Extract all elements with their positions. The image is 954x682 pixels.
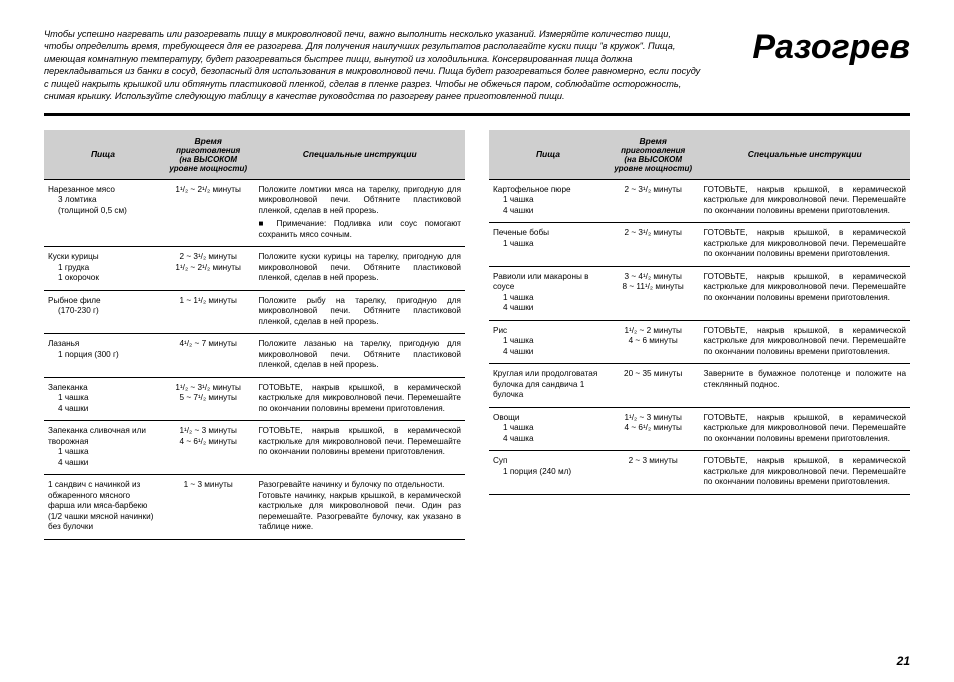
cell-instructions: ГОТОВЬТЕ, накрыв крышкой, в керамической… (699, 266, 910, 320)
th-food: Пища (489, 130, 607, 180)
table-row: Овощи1 чашка4 чашка1¹/₂ ~ 3 минуты4 ~ 6¹… (489, 407, 910, 451)
intro-text: Чтобы успешно нагревать или разогревать … (44, 28, 722, 103)
page-title: Разогрев (752, 30, 910, 64)
table-row: Запеканка1 чашка4 чашки1¹/₂ ~ 3¹/₂ минут… (44, 377, 465, 421)
table-row: Нарезанное мясо3 ломтика(толщиной 0,5 см… (44, 179, 465, 247)
table-row: Равиоли или макароны в соусе1 чашка4 чаш… (489, 266, 910, 320)
cell-food: Круглая или продолговатая булочка для са… (489, 364, 607, 408)
th-time: Время приготовления (на ВЫСОКОМ уровне м… (162, 130, 255, 180)
cell-food: Запеканка1 чашка4 чашки (44, 377, 162, 421)
cell-instructions: ГОТОВЬТЕ, накрыв крышкой, в керамической… (699, 407, 910, 451)
cell-instructions: ГОТОВЬТЕ, накрыв крышкой, в керамической… (699, 223, 910, 267)
cell-time: 2 ~ 3¹/₂ минуты (607, 223, 700, 267)
cell-time: 1¹/₂ ~ 3 минуты4 ~ 6¹/₂ минуты (607, 407, 700, 451)
table-row: 1 сандвич с начинкой из обжаренного мясн… (44, 475, 465, 540)
table-row: Куски курицы1 грудка1 окорочок2 ~ 3¹/₂ м… (44, 247, 465, 291)
cell-time: 1¹/₂ ~ 3¹/₂ минуты5 ~ 7¹/₂ минуты (162, 377, 255, 421)
page-number: 21 (897, 654, 910, 668)
th-instructions: Специальные инструкции (699, 130, 910, 180)
cell-food: Куски курицы1 грудка1 окорочок (44, 247, 162, 291)
cell-time: 3 ~ 4¹/₂ минуты8 ~ 11¹/₂ минуты (607, 266, 700, 320)
cell-time: 1 ~ 3 минуты (162, 475, 255, 540)
cell-food: Рыбное филе(170-230 г) (44, 290, 162, 334)
reheating-table-left: Пища Время приготовления (на ВЫСОКОМ уро… (44, 130, 465, 540)
cell-food: Овощи1 чашка4 чашка (489, 407, 607, 451)
cell-time: 2 ~ 3¹/₂ минуты (607, 179, 700, 223)
cell-instructions: ГОТОВЬТЕ, накрыв крышкой, в керамической… (254, 421, 465, 475)
cell-food: Печеные бобы1 чашка (489, 223, 607, 267)
cell-food: Картофельное пюре1 чашка4 чашки (489, 179, 607, 223)
th-time: Время приготовления (на ВЫСОКОМ уровне м… (607, 130, 700, 180)
table-row: Печеные бобы1 чашка2 ~ 3¹/₂ минутыГОТОВЬ… (489, 223, 910, 267)
table-row: Картофельное пюре1 чашка4 чашки2 ~ 3¹/₂ … (489, 179, 910, 223)
cell-time: 4¹/₂ ~ 7 минуты (162, 334, 255, 378)
table-row: Рыбное филе(170-230 г)1 ~ 1¹/₂ минутыПол… (44, 290, 465, 334)
cell-instructions: Положите ломтики мяса на тарелку, пригод… (254, 179, 465, 247)
cell-instructions: ГОТОВЬТЕ, накрыв крышкой, в керамической… (699, 320, 910, 364)
cell-time: 1¹/₂ ~ 2¹/₂ минуты (162, 179, 255, 247)
cell-food: Нарезанное мясо3 ломтика(толщиной 0,5 см… (44, 179, 162, 247)
cell-time: 2 ~ 3 минуты (607, 451, 700, 495)
cell-time: 2 ~ 3¹/₂ минуты1¹/₂ ~ 2¹/₂ минуты (162, 247, 255, 291)
table-row: Рис1 чашка4 чашки1¹/₂ ~ 2 минуты4 ~ 6 ми… (489, 320, 910, 364)
cell-food: 1 сандвич с начинкой из обжаренного мясн… (44, 475, 162, 540)
cell-instructions: ГОТОВЬТЕ, накрыв крышкой, в керамической… (254, 377, 465, 421)
table-row: Круглая или продолговатая булочка для са… (489, 364, 910, 408)
reheating-table-right: Пища Время приготовления (на ВЫСОКОМ уро… (489, 130, 910, 540)
cell-instructions: Положите лазанью на тарелку, пригодную д… (254, 334, 465, 378)
cell-instructions: ГОТОВЬТЕ, накрыв крышкой, в керамической… (699, 179, 910, 223)
th-food: Пища (44, 130, 162, 180)
cell-time: 1 ~ 1¹/₂ минуты (162, 290, 255, 334)
table-row: Суп1 порция (240 мл)2 ~ 3 минутыГОТОВЬТЕ… (489, 451, 910, 495)
cell-instructions: Заверните в бумажное полотенце и положит… (699, 364, 910, 408)
cell-instructions: ГОТОВЬТЕ, накрыв крышкой, в керамической… (699, 451, 910, 495)
cell-food: Запеканка сливочная или творожная1 чашка… (44, 421, 162, 475)
cell-instructions: Разогревайте начинку и булочку по отдель… (254, 475, 465, 540)
table-row: Лазанья1 порция (300 г)4¹/₂ ~ 7 минутыПо… (44, 334, 465, 378)
cell-time: 20 ~ 35 минуты (607, 364, 700, 408)
divider (44, 113, 910, 116)
th-instructions: Специальные инструкции (254, 130, 465, 180)
cell-instructions: Положите рыбу на тарелку, пригодную для … (254, 290, 465, 334)
cell-instructions: Положите куски курицы на тарелку, пригод… (254, 247, 465, 291)
cell-food: Лазанья1 порция (300 г) (44, 334, 162, 378)
cell-time: 1¹/₂ ~ 2 минуты4 ~ 6 минуты (607, 320, 700, 364)
table-row: Запеканка сливочная или творожная1 чашка… (44, 421, 465, 475)
cell-time: 1¹/₂ ~ 3 минуты4 ~ 6¹/₂ минуты (162, 421, 255, 475)
cell-food: Равиоли или макароны в соусе1 чашка4 чаш… (489, 266, 607, 320)
cell-food: Суп1 порция (240 мл) (489, 451, 607, 495)
cell-food: Рис1 чашка4 чашки (489, 320, 607, 364)
